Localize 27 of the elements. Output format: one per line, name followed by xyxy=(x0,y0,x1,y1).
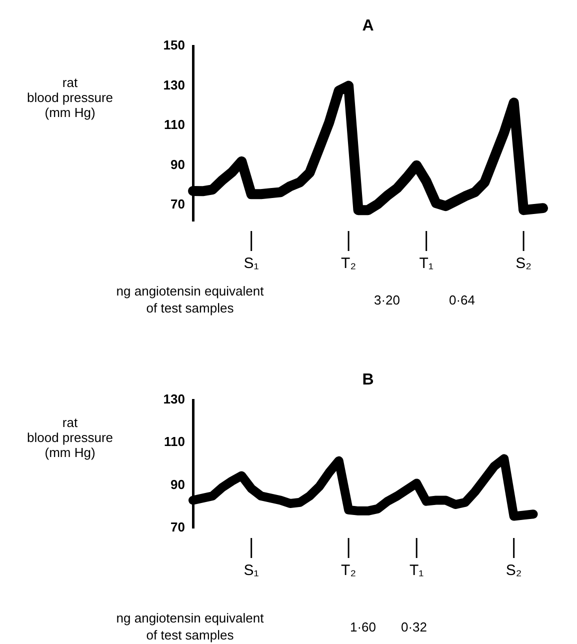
x-tick-label: S₁ xyxy=(244,255,259,272)
x-tick-label: T₁ xyxy=(419,255,434,272)
x-tick-label: S₂ xyxy=(506,562,522,580)
text: ng angiotensin equivalent of test samples xyxy=(116,284,264,316)
text: 3·20 xyxy=(374,292,400,308)
y-tick-label: 150 xyxy=(163,38,185,53)
text: 1·60 xyxy=(350,620,376,635)
y-tick-label: 90 xyxy=(170,476,185,492)
y-axis-title: rat blood pressure (mm Hg) xyxy=(27,414,113,460)
x-tick-label: T₂ xyxy=(341,255,356,272)
x-tick-label: S₁ xyxy=(244,562,259,580)
y-tick-label: 130 xyxy=(163,392,185,407)
chart-title: A xyxy=(362,17,374,34)
x-tick-label: T₁ xyxy=(409,562,424,580)
y-tick-label: 110 xyxy=(164,117,185,132)
text: ng angiotensin equivalent of test samples xyxy=(116,610,264,643)
chart-title: B xyxy=(362,371,374,388)
text: 0·32 xyxy=(400,620,428,635)
y-tick-label: 130 xyxy=(163,77,185,92)
y-tick-label: 70 xyxy=(170,196,185,212)
x-tick-label: S₂ xyxy=(516,255,532,272)
x-tick-label: T₂ xyxy=(341,562,356,580)
y-axis-title: rat blood pressure (mm Hg) xyxy=(27,75,113,120)
text: 0·64 xyxy=(448,292,476,308)
y-tick-label: 90 xyxy=(170,156,185,172)
y-tick-label: 70 xyxy=(170,520,185,535)
y-tick-label: 110 xyxy=(164,434,185,450)
